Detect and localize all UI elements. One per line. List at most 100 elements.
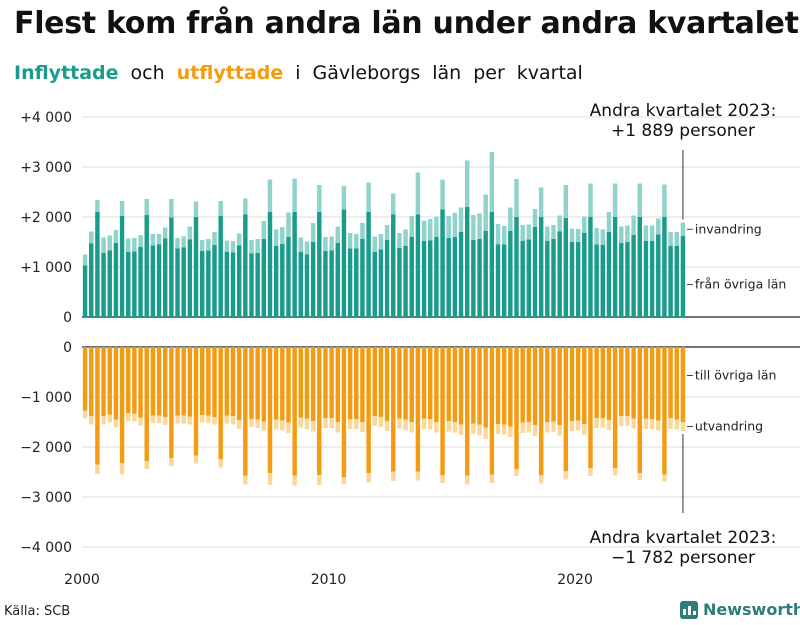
bar-in-domestic [662, 217, 667, 317]
bar-in-immigration [126, 238, 131, 252]
bar-out-emigration [82, 410, 88, 418]
bar-in-domestic [360, 239, 365, 317]
bar-in-domestic [495, 244, 501, 317]
bar-in-domestic [354, 248, 359, 317]
bar-in-domestic [625, 242, 630, 317]
bar-out-domestic [243, 347, 248, 476]
bar-in-immigration [366, 182, 371, 212]
bar-out-domestic [471, 347, 476, 424]
bar-out-emigration [354, 419, 359, 429]
bar-in-immigration [95, 200, 100, 212]
bar-in-immigration [341, 186, 347, 210]
bar-in-domestic [403, 246, 408, 317]
bar-out-domestic [366, 347, 371, 473]
bar-in-domestic [304, 254, 310, 317]
bar-in-immigration [508, 207, 513, 231]
brand[interactable]: Newsworthy [680, 600, 800, 619]
bar-in-immigration [428, 219, 433, 241]
bar-out-emigration [403, 419, 408, 430]
bar-in-domestic [520, 241, 525, 317]
bar-in-immigration [668, 232, 673, 246]
bar-out-emigration [280, 420, 285, 431]
bar-out-domestic [199, 347, 205, 415]
subtitle: Inflyttade och utflyttade i Gävleborgs län per… [14, 62, 595, 84]
bar-out-domestic [187, 347, 193, 417]
bar-out-emigration [606, 420, 612, 430]
bar-in-immigration [446, 216, 451, 238]
bar-in-immigration [434, 216, 439, 237]
bar-out-emigration [674, 419, 679, 430]
bar-out-emigration [643, 418, 649, 429]
bar-in-immigration [391, 193, 396, 215]
bar-in-immigration [261, 221, 267, 239]
bar-in-domestic [95, 212, 100, 317]
bar-out-emigration [612, 468, 618, 476]
bar-in-immigration [501, 226, 507, 245]
bar-in-immigration [656, 218, 661, 235]
bar-in-immigration [89, 231, 94, 244]
bar-in-immigration [397, 233, 402, 248]
bar-out-emigration [323, 418, 328, 428]
bar-out-emigration [557, 425, 562, 436]
bar-out-emigration [471, 423, 476, 434]
bar-out-emigration [230, 416, 236, 425]
axes: +4 000 +3 000 +2 000 +1 000 0 0 −1 000 −2 000 −3… [20, 110, 593, 588]
bar-out-emigration [273, 419, 279, 430]
bar-out-emigration [668, 418, 673, 429]
bar-out-domestic [409, 347, 414, 422]
bar-in-immigration [150, 234, 156, 246]
y-tick-label: 0 [63, 340, 72, 356]
bar-out-domestic [218, 347, 223, 459]
bar-in-domestic [680, 236, 686, 317]
bar-out-domestic [175, 347, 180, 416]
bar-in-domestic [181, 247, 186, 317]
y-tick-label: +1 000 [20, 260, 72, 276]
bar-in-domestic [224, 252, 230, 317]
bar-out-emigration [132, 413, 137, 422]
bar-in-domestic [391, 214, 396, 317]
bar-in-immigration [187, 226, 193, 240]
bar-out-domestic [292, 347, 297, 476]
bar-out-emigration [341, 477, 347, 484]
bar-out-emigration [619, 416, 624, 426]
bar-out-domestic [95, 347, 100, 465]
bar-out-emigration [514, 469, 519, 476]
bar-out-domestic [674, 347, 679, 420]
bar-in-domestic [212, 245, 217, 317]
bar-out-emigration [360, 422, 365, 432]
bar-in-immigration [107, 235, 112, 251]
bar-out-domestic [458, 347, 464, 425]
bar-in-domestic [243, 214, 248, 317]
bar-in-domestic [434, 237, 439, 317]
bar-out-domestic [107, 347, 112, 415]
subtitle-word: per [473, 62, 505, 84]
bar-out-domestic [575, 347, 581, 421]
bar-out-domestic [606, 347, 612, 420]
bar-out-emigration [199, 415, 205, 423]
bar-in-immigration [323, 237, 328, 251]
bar-in-immigration [360, 223, 365, 239]
bar-out-domestic [464, 347, 470, 476]
bar-in-domestic [366, 212, 371, 317]
bar-out-emigration [187, 416, 193, 425]
bar-out-domestic [317, 347, 322, 475]
bar-in-immigration [218, 201, 223, 216]
bar-out-emigration [569, 421, 575, 431]
bar-out-domestic [267, 347, 273, 473]
bar-out-emigration [310, 421, 316, 432]
bar-in-immigration [619, 226, 624, 243]
bar-in-domestic [347, 248, 353, 317]
bar-in-domestic [656, 234, 661, 317]
bar-in-domestic [582, 233, 587, 317]
bar-in-immigration [144, 199, 149, 215]
bar-in-immigration [409, 216, 414, 237]
bar-in-immigration [471, 215, 476, 240]
bar-out-emigration [107, 414, 112, 423]
bar-in-immigration [403, 229, 408, 246]
bar-out-emigration [594, 418, 599, 428]
bar-out-emigration [477, 424, 482, 436]
bar-in-immigration [415, 172, 421, 215]
bar-out-emigration [526, 422, 532, 433]
bar-out-domestic [452, 347, 458, 422]
bar-out-domestic [520, 347, 525, 423]
